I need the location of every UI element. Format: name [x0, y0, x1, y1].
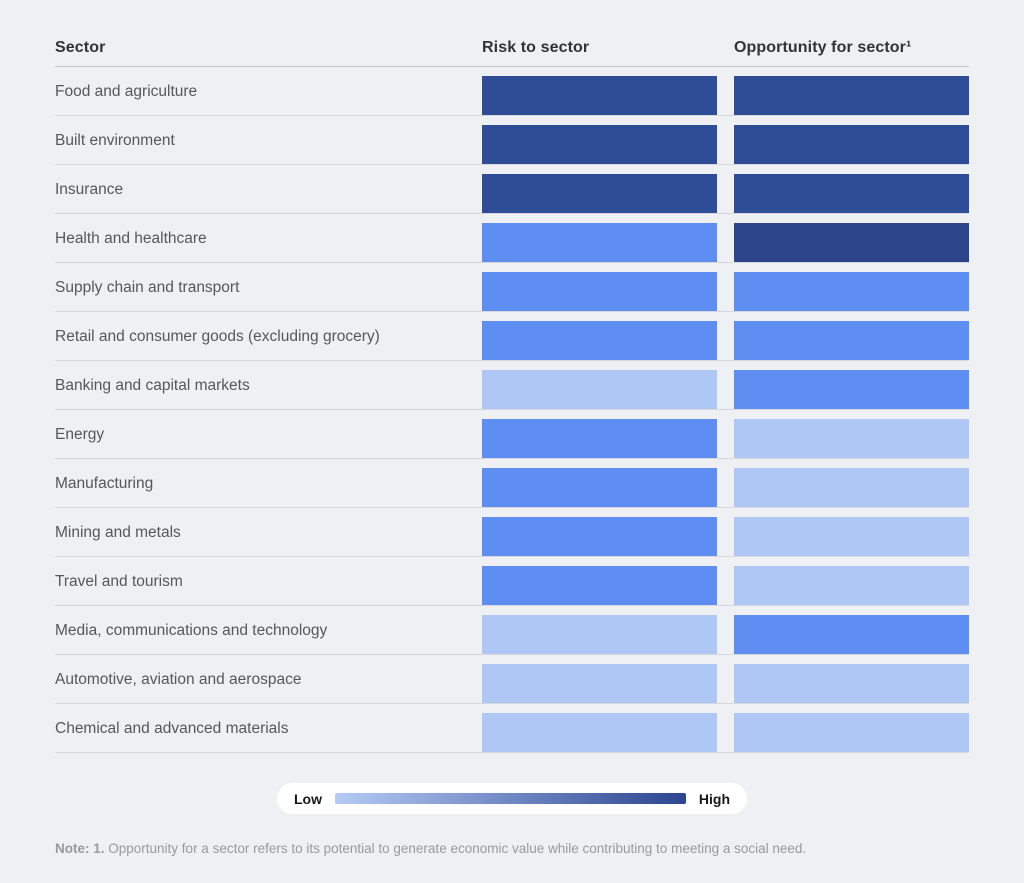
- opportunity-bar: [734, 664, 969, 703]
- table-row: Supply chain and transport: [55, 263, 969, 312]
- opportunity-bar: [734, 174, 969, 213]
- opportunity-bar: [734, 272, 969, 311]
- risk-cell: [482, 125, 734, 164]
- table-row: Automotive, aviation and aerospace: [55, 655, 969, 704]
- opportunity-bar: [734, 223, 969, 262]
- risk-bar: [482, 615, 717, 654]
- column-header-opportunity: Opportunity for sector¹: [734, 39, 912, 56]
- risk-bar: [482, 370, 717, 409]
- sector-heatmap-table: Sector Risk to sector Opportunity for se…: [55, 0, 969, 753]
- legend-low-label: Low: [294, 790, 322, 807]
- risk-bar: [482, 419, 717, 458]
- opportunity-cell: [734, 664, 969, 703]
- table-row: Food and agriculture: [55, 67, 969, 116]
- opportunity-cell: [734, 321, 969, 360]
- risk-bar: [482, 468, 717, 507]
- column-header-sector: Sector: [55, 39, 106, 56]
- opportunity-bar: [734, 76, 969, 115]
- opportunity-bar: [734, 370, 969, 409]
- opportunity-cell: [734, 566, 969, 605]
- opportunity-bar: [734, 517, 969, 556]
- legend: Low High: [277, 783, 747, 814]
- opportunity-bar: [734, 419, 969, 458]
- risk-bar: [482, 664, 717, 703]
- table-header: Sector Risk to sector Opportunity for se…: [55, 0, 969, 67]
- opportunity-bar: [734, 468, 969, 507]
- risk-cell: [482, 174, 734, 213]
- risk-bar: [482, 272, 717, 311]
- risk-bar: [482, 223, 717, 262]
- table-row: Health and healthcare: [55, 214, 969, 263]
- sector-label: Energy: [55, 426, 105, 443]
- risk-cell: [482, 321, 734, 360]
- table-body: Food and agriculture Built environment I…: [55, 67, 969, 753]
- risk-bar: [482, 713, 717, 752]
- table-row: Media, communications and technology: [55, 606, 969, 655]
- risk-cell: [482, 419, 734, 458]
- opportunity-cell: [734, 223, 969, 262]
- risk-cell: [482, 615, 734, 654]
- legend-row: Low High: [0, 783, 1024, 814]
- table-row: Chemical and advanced materials: [55, 704, 969, 753]
- opportunity-bar: [734, 321, 969, 360]
- footnote-prefix: Note: 1.: [55, 841, 105, 856]
- sector-label: Manufacturing: [55, 475, 154, 492]
- table-row: Manufacturing: [55, 459, 969, 508]
- risk-cell: [482, 468, 734, 507]
- sector-label: Insurance: [55, 181, 124, 198]
- opportunity-cell: [734, 615, 969, 654]
- opportunity-bar: [734, 615, 969, 654]
- sector-label: Supply chain and transport: [55, 279, 240, 296]
- risk-bar: [482, 174, 717, 213]
- sector-label: Media, communications and technology: [55, 622, 328, 639]
- opportunity-cell: [734, 468, 969, 507]
- table-row: Banking and capital markets: [55, 361, 969, 410]
- risk-bar: [482, 517, 717, 556]
- table-row: Energy: [55, 410, 969, 459]
- opportunity-bar: [734, 125, 969, 164]
- column-header-risk: Risk to sector: [482, 39, 590, 56]
- risk-cell: [482, 664, 734, 703]
- sector-label: Health and healthcare: [55, 230, 207, 247]
- sector-label: Travel and tourism: [55, 573, 183, 590]
- opportunity-bar: [734, 713, 969, 752]
- opportunity-bar: [734, 566, 969, 605]
- opportunity-cell: [734, 125, 969, 164]
- risk-cell: [482, 566, 734, 605]
- table-row: Mining and metals: [55, 508, 969, 557]
- opportunity-cell: [734, 272, 969, 311]
- opportunity-cell: [734, 419, 969, 458]
- sector-label: Retail and consumer goods (excluding gro…: [55, 328, 380, 345]
- risk-bar: [482, 566, 717, 605]
- footnote-text: Opportunity for a sector refers to its p…: [104, 841, 807, 856]
- sector-label: Food and agriculture: [55, 83, 198, 100]
- footnote: Note: 1. Opportunity for a sector refers…: [55, 841, 969, 858]
- sector-label: Automotive, aviation and aerospace: [55, 671, 302, 688]
- opportunity-cell: [734, 713, 969, 752]
- opportunity-cell: [734, 370, 969, 409]
- risk-bar: [482, 321, 717, 360]
- sector-label: Banking and capital markets: [55, 377, 250, 394]
- risk-cell: [482, 223, 734, 262]
- table-row: Travel and tourism: [55, 557, 969, 606]
- risk-cell: [482, 76, 734, 115]
- risk-bar: [482, 125, 717, 164]
- risk-cell: [482, 713, 734, 752]
- legend-gradient-bar: [335, 793, 686, 804]
- table-row: Built environment: [55, 116, 969, 165]
- sector-label: Mining and metals: [55, 524, 181, 541]
- legend-high-label: High: [698, 790, 730, 807]
- opportunity-cell: [734, 517, 969, 556]
- table-row: Insurance: [55, 165, 969, 214]
- risk-cell: [482, 370, 734, 409]
- risk-cell: [482, 272, 734, 311]
- opportunity-cell: [734, 174, 969, 213]
- risk-bar: [482, 76, 717, 115]
- sector-label: Built environment: [55, 132, 175, 149]
- table-row: Retail and consumer goods (excluding gro…: [55, 312, 969, 361]
- sector-label: Chemical and advanced materials: [55, 720, 289, 737]
- risk-cell: [482, 517, 734, 556]
- opportunity-cell: [734, 76, 969, 115]
